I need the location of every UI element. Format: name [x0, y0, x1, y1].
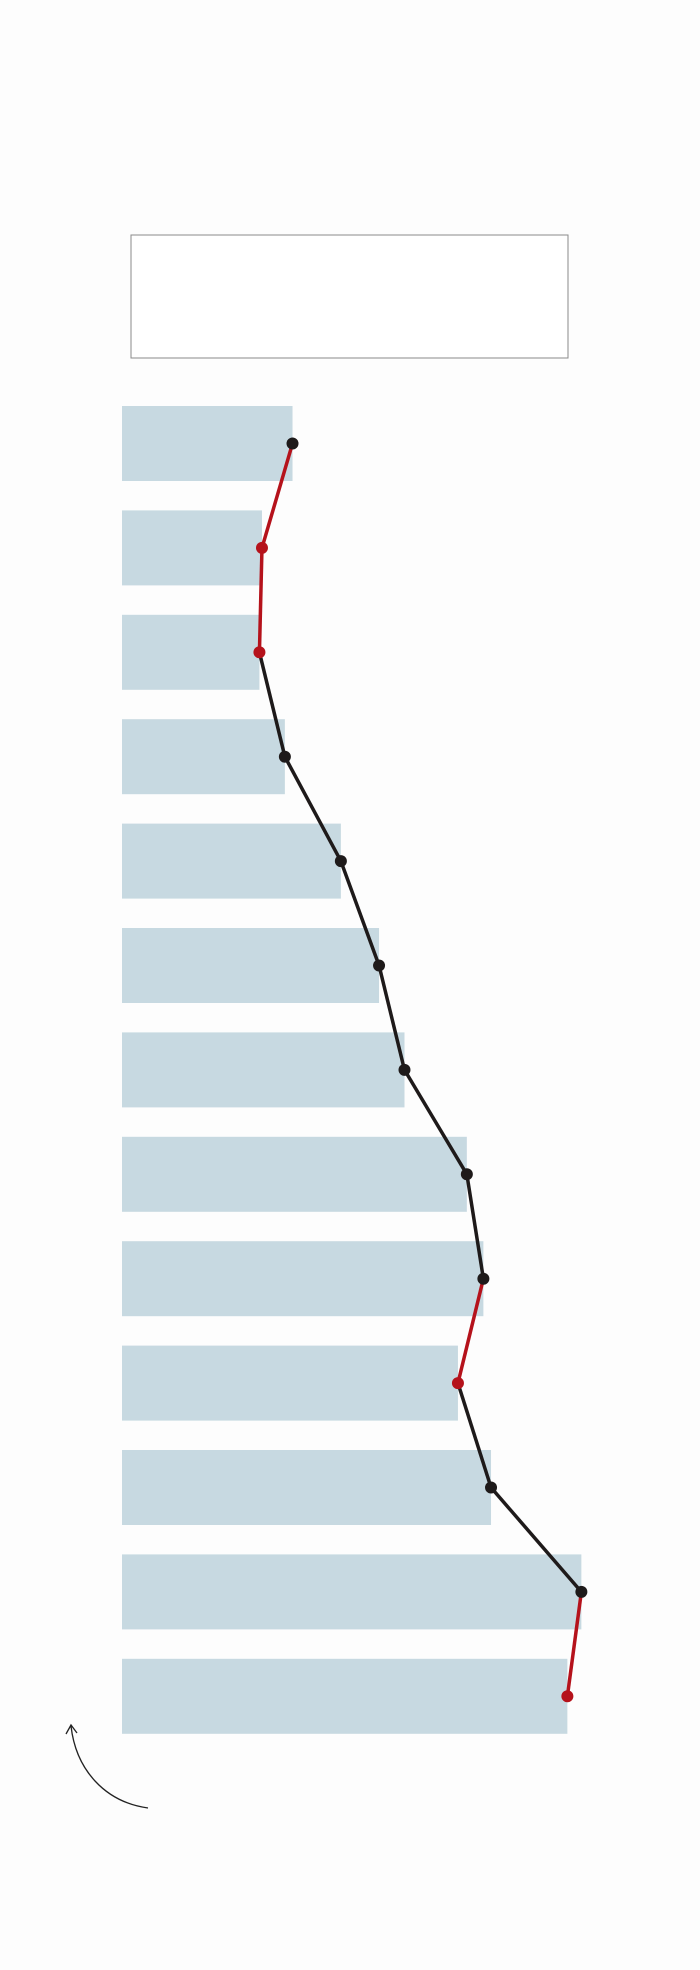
point	[253, 646, 266, 659]
point	[373, 959, 386, 972]
trend-segment	[465, 1174, 486, 1279]
trend-segment	[377, 965, 407, 1071]
trend-segment	[257, 547, 264, 653]
point	[575, 1585, 588, 1598]
bar	[122, 1450, 492, 1525]
point	[334, 855, 347, 868]
arrow-head	[65, 1723, 78, 1735]
point	[485, 1481, 498, 1494]
empty-panel	[130, 234, 569, 359]
bar	[122, 1345, 458, 1421]
bar	[122, 719, 285, 795]
point	[398, 1063, 411, 1076]
trend-segment	[565, 1591, 584, 1697]
point	[561, 1690, 574, 1703]
point	[460, 1168, 473, 1181]
bar	[122, 510, 262, 586]
bar	[122, 1554, 582, 1630]
point	[255, 541, 268, 554]
trend-segment	[257, 651, 287, 758]
trend-segment	[283, 755, 343, 862]
bar	[122, 928, 380, 1003]
point	[451, 1377, 464, 1390]
point	[278, 750, 291, 763]
bar	[122, 1241, 484, 1317]
bar	[122, 406, 293, 481]
trend-segment	[339, 860, 381, 967]
trend-segment	[402, 1069, 469, 1176]
point	[286, 437, 299, 450]
curved-arrow	[70, 1725, 149, 1809]
point	[477, 1272, 490, 1285]
bar	[122, 1136, 467, 1212]
trend-segment	[456, 1382, 493, 1489]
bar	[122, 614, 260, 690]
bar	[122, 823, 341, 899]
bar	[122, 1032, 405, 1108]
bar	[122, 1658, 568, 1734]
trend-segment	[260, 443, 295, 549]
trend-segment	[456, 1278, 486, 1384]
trend-segment	[489, 1486, 583, 1594]
